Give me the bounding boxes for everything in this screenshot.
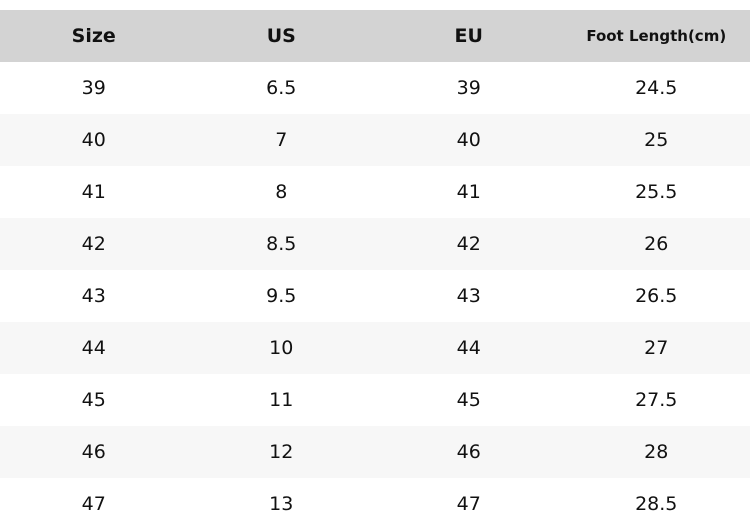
table-row: 43 9.5 43 26.5 (0, 270, 750, 322)
table-row: 45 11 45 27.5 (0, 374, 750, 426)
table-cell: 9.5 (266, 285, 297, 307)
table-cell: 47 (81, 493, 106, 515)
table-cell: 8 (275, 181, 288, 203)
table-cell: 39 (81, 77, 106, 99)
header-cell: EU (454, 25, 483, 47)
header-cell: Foot Length(cm) (586, 27, 727, 45)
table-cell: 12 (269, 441, 294, 463)
table-cell: 25 (644, 129, 669, 151)
table-row: 41 8 41 25.5 (0, 166, 750, 218)
table-cell: 39 (456, 77, 481, 99)
header-row: Size US EU Foot Length(cm) (0, 10, 750, 62)
table-cell: 44 (81, 337, 106, 359)
table-cell: 26.5 (635, 285, 678, 307)
table-cell: 41 (81, 181, 106, 203)
table-cell: 43 (456, 285, 481, 307)
table-row: 42 8.5 42 26 (0, 218, 750, 270)
table-cell: 8.5 (266, 233, 297, 255)
table-cell: 27.5 (635, 389, 678, 411)
table-row: 47 13 47 28.5 (0, 478, 750, 530)
table-cell: 25.5 (635, 181, 678, 203)
table-cell: 27 (644, 337, 669, 359)
table-cell: 6.5 (266, 77, 297, 99)
table-cell: 28.5 (635, 493, 678, 515)
table-cell: 47 (456, 493, 481, 515)
table-cell: 28 (644, 441, 669, 463)
table-cell: 24.5 (635, 77, 678, 99)
table-cell: 44 (456, 337, 481, 359)
table-cell: 43 (81, 285, 106, 307)
table-cell: 45 (81, 389, 106, 411)
header-cell: US (266, 25, 296, 47)
table-cell: 13 (269, 493, 294, 515)
header-cell: Size (71, 25, 116, 47)
table-row: 46 12 46 28 (0, 426, 750, 478)
table-cell: 11 (269, 389, 294, 411)
table-cell: 40 (456, 129, 481, 151)
table-cell: 7 (275, 129, 288, 151)
table-row: 39 6.5 39 24.5 (0, 62, 750, 114)
table-cell: 10 (269, 337, 294, 359)
table-cell: 41 (456, 181, 481, 203)
table-row: 44 10 44 27 (0, 322, 750, 374)
table-cell: 26 (644, 233, 669, 255)
table-cell: 46 (456, 441, 481, 463)
table-row: 40 7 40 25 (0, 114, 750, 166)
table-cell: 45 (456, 389, 481, 411)
table-cell: 40 (81, 129, 106, 151)
table-cell: 46 (81, 441, 106, 463)
table-cell: 42 (81, 233, 106, 255)
table-cell: 42 (456, 233, 481, 255)
